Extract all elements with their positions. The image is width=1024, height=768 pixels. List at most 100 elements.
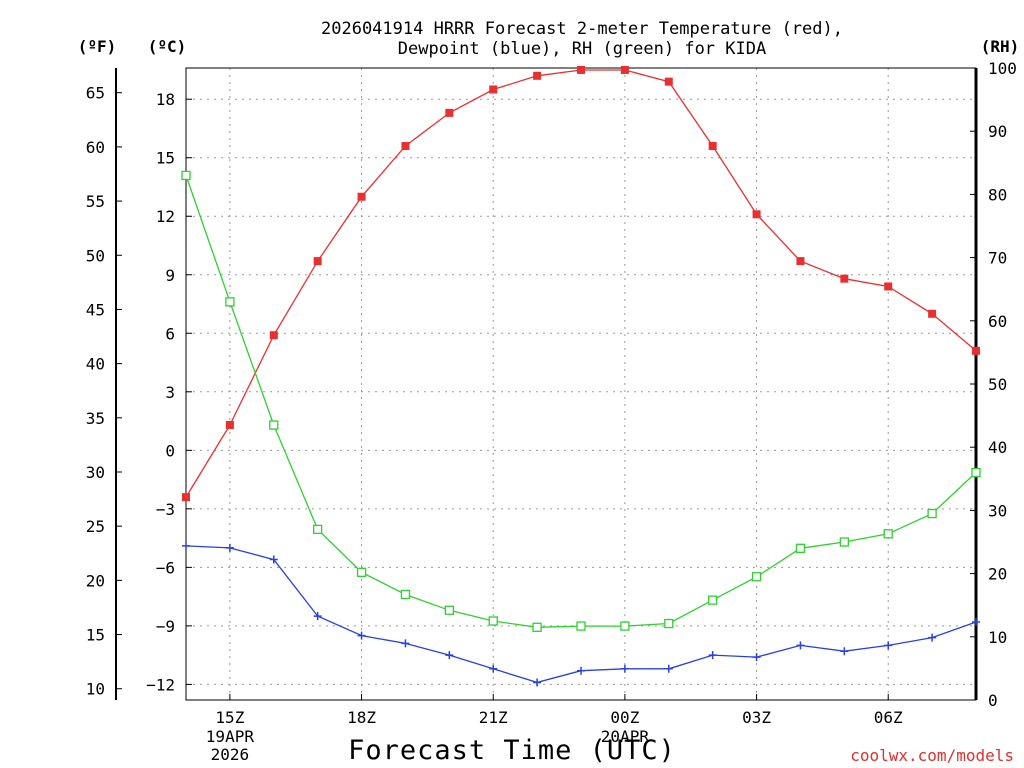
rh-point bbox=[181, 170, 191, 181]
dewpoint-point bbox=[182, 541, 190, 550]
fahrenheit-tick-label: 50 bbox=[86, 246, 105, 265]
rh-tick-label: 80 bbox=[988, 185, 1007, 204]
rh-unit-label: (RH) bbox=[981, 37, 1020, 56]
time-tick-label: 00Z bbox=[610, 708, 639, 727]
rh-tick-label: 30 bbox=[988, 501, 1007, 520]
time-tick-label: 15Z bbox=[215, 708, 244, 727]
temperature-point bbox=[225, 420, 234, 429]
dewpoint-point bbox=[489, 664, 498, 673]
temperature-point bbox=[620, 65, 629, 74]
time-tick-date-label: 19APR bbox=[206, 727, 255, 746]
rh-point bbox=[576, 621, 586, 631]
celsius-tick-label: 3 bbox=[165, 383, 175, 402]
dewpoint-point bbox=[357, 631, 366, 640]
dewpoint-point bbox=[620, 664, 629, 673]
rh-point bbox=[356, 567, 367, 577]
rh-point bbox=[971, 467, 981, 478]
rh-tick-label: 100 bbox=[988, 59, 1017, 78]
dewpoint-point bbox=[752, 653, 761, 662]
dewpoint-point bbox=[708, 651, 717, 660]
rh-series bbox=[181, 170, 981, 632]
rh-tick-label: 90 bbox=[988, 122, 1007, 141]
rh-tick-label: 20 bbox=[988, 565, 1007, 584]
temperature-point bbox=[401, 142, 410, 151]
rh-tick-label: 40 bbox=[988, 438, 1007, 457]
rh-tick-label: 0 bbox=[988, 691, 998, 710]
time-tick-label: 18Z bbox=[347, 708, 376, 727]
dewpoint-point bbox=[884, 641, 893, 650]
celsius-tick-label: −9 bbox=[156, 617, 175, 636]
celsius-tick-label: −6 bbox=[156, 558, 175, 577]
fahrenheit-tick-label: 35 bbox=[86, 409, 105, 428]
credit-text: coolwx.com/models bbox=[850, 746, 1014, 765]
rh-point bbox=[839, 537, 849, 547]
celsius-tick-label: 18 bbox=[156, 90, 175, 109]
celsius-unit-label: (ºC) bbox=[148, 37, 187, 56]
dewpoint-point bbox=[445, 651, 454, 660]
temperature-series bbox=[182, 65, 980, 502]
fahrenheit-axis: 65 60 55 50 45 40 35 30 25 20 15 10 bbox=[86, 84, 122, 699]
fahrenheit-tick-label: 20 bbox=[86, 571, 105, 590]
temperature-point bbox=[313, 257, 322, 266]
dewpoint-point bbox=[972, 617, 980, 626]
temperature-point bbox=[533, 71, 542, 80]
fahrenheit-tick-label: 60 bbox=[86, 138, 105, 157]
dewpoint-point bbox=[577, 666, 585, 675]
celsius-tick-label: 6 bbox=[165, 324, 175, 343]
celsius-tick-label: 15 bbox=[156, 149, 175, 168]
fahrenheit-unit-label: (ºF) bbox=[78, 37, 117, 56]
celsius-tick-label: −3 bbox=[156, 500, 175, 519]
dewpoint-point bbox=[664, 664, 673, 673]
fahrenheit-tick-label: 45 bbox=[86, 300, 105, 319]
dewpoint-point bbox=[401, 639, 410, 648]
rh-point bbox=[400, 589, 411, 600]
time-tick-year-label: 2026 bbox=[211, 745, 250, 764]
rh-point bbox=[664, 618, 674, 629]
temperature-point bbox=[182, 493, 190, 502]
dewpoint-point bbox=[796, 641, 805, 650]
rh-point bbox=[225, 297, 235, 307]
rh-tick-label: 50 bbox=[988, 375, 1007, 394]
temperature-point bbox=[269, 331, 278, 340]
rh-tick-label: 10 bbox=[988, 628, 1007, 647]
rh-point bbox=[795, 543, 806, 553]
data-series bbox=[181, 65, 981, 687]
dewpoint-point bbox=[225, 543, 234, 552]
rh-point bbox=[708, 595, 718, 605]
fahrenheit-tick-label: 65 bbox=[86, 84, 105, 103]
celsius-tick-label: 0 bbox=[165, 441, 175, 460]
fahrenheit-tick-label: 30 bbox=[86, 463, 105, 482]
dewpoint-point bbox=[840, 647, 849, 656]
temperature-point bbox=[884, 282, 893, 291]
temperature-point bbox=[577, 65, 585, 74]
temperature-point bbox=[752, 210, 761, 219]
time-tick-label: 06Z bbox=[874, 708, 903, 727]
chart-title-line1: 2026041914 HRRR Forecast 2-meter Tempera… bbox=[321, 19, 843, 39]
dewpoint-point bbox=[313, 612, 322, 621]
temperature-point bbox=[972, 346, 980, 355]
rh-tick-label: 70 bbox=[988, 249, 1007, 268]
rh-point bbox=[444, 605, 454, 615]
chart-title-line2: Dewpoint (blue), RH (green) for KIDA bbox=[398, 39, 766, 59]
temperature-point bbox=[840, 274, 849, 283]
temperature-point bbox=[928, 309, 937, 318]
temperature-point bbox=[489, 85, 498, 94]
temperature-point bbox=[708, 142, 717, 151]
time-tick-label: 03Z bbox=[742, 708, 771, 727]
celsius-tick-label: −12 bbox=[146, 675, 175, 694]
dewpoint-series bbox=[182, 541, 980, 687]
rh-tick-label: 60 bbox=[988, 312, 1007, 331]
dewpoint-point bbox=[533, 678, 542, 687]
fahrenheit-tick-label: 15 bbox=[86, 626, 105, 645]
temperature-point bbox=[796, 257, 805, 266]
rh-point bbox=[532, 622, 542, 632]
time-tick-date-label: 20APR bbox=[601, 727, 650, 746]
dewpoint-point bbox=[928, 633, 937, 642]
temperature-point bbox=[664, 77, 673, 86]
rh-point bbox=[751, 572, 762, 582]
celsius-axis: 18 15 12 9 6 3 0 −3 −6 −9 −12 bbox=[146, 90, 192, 694]
